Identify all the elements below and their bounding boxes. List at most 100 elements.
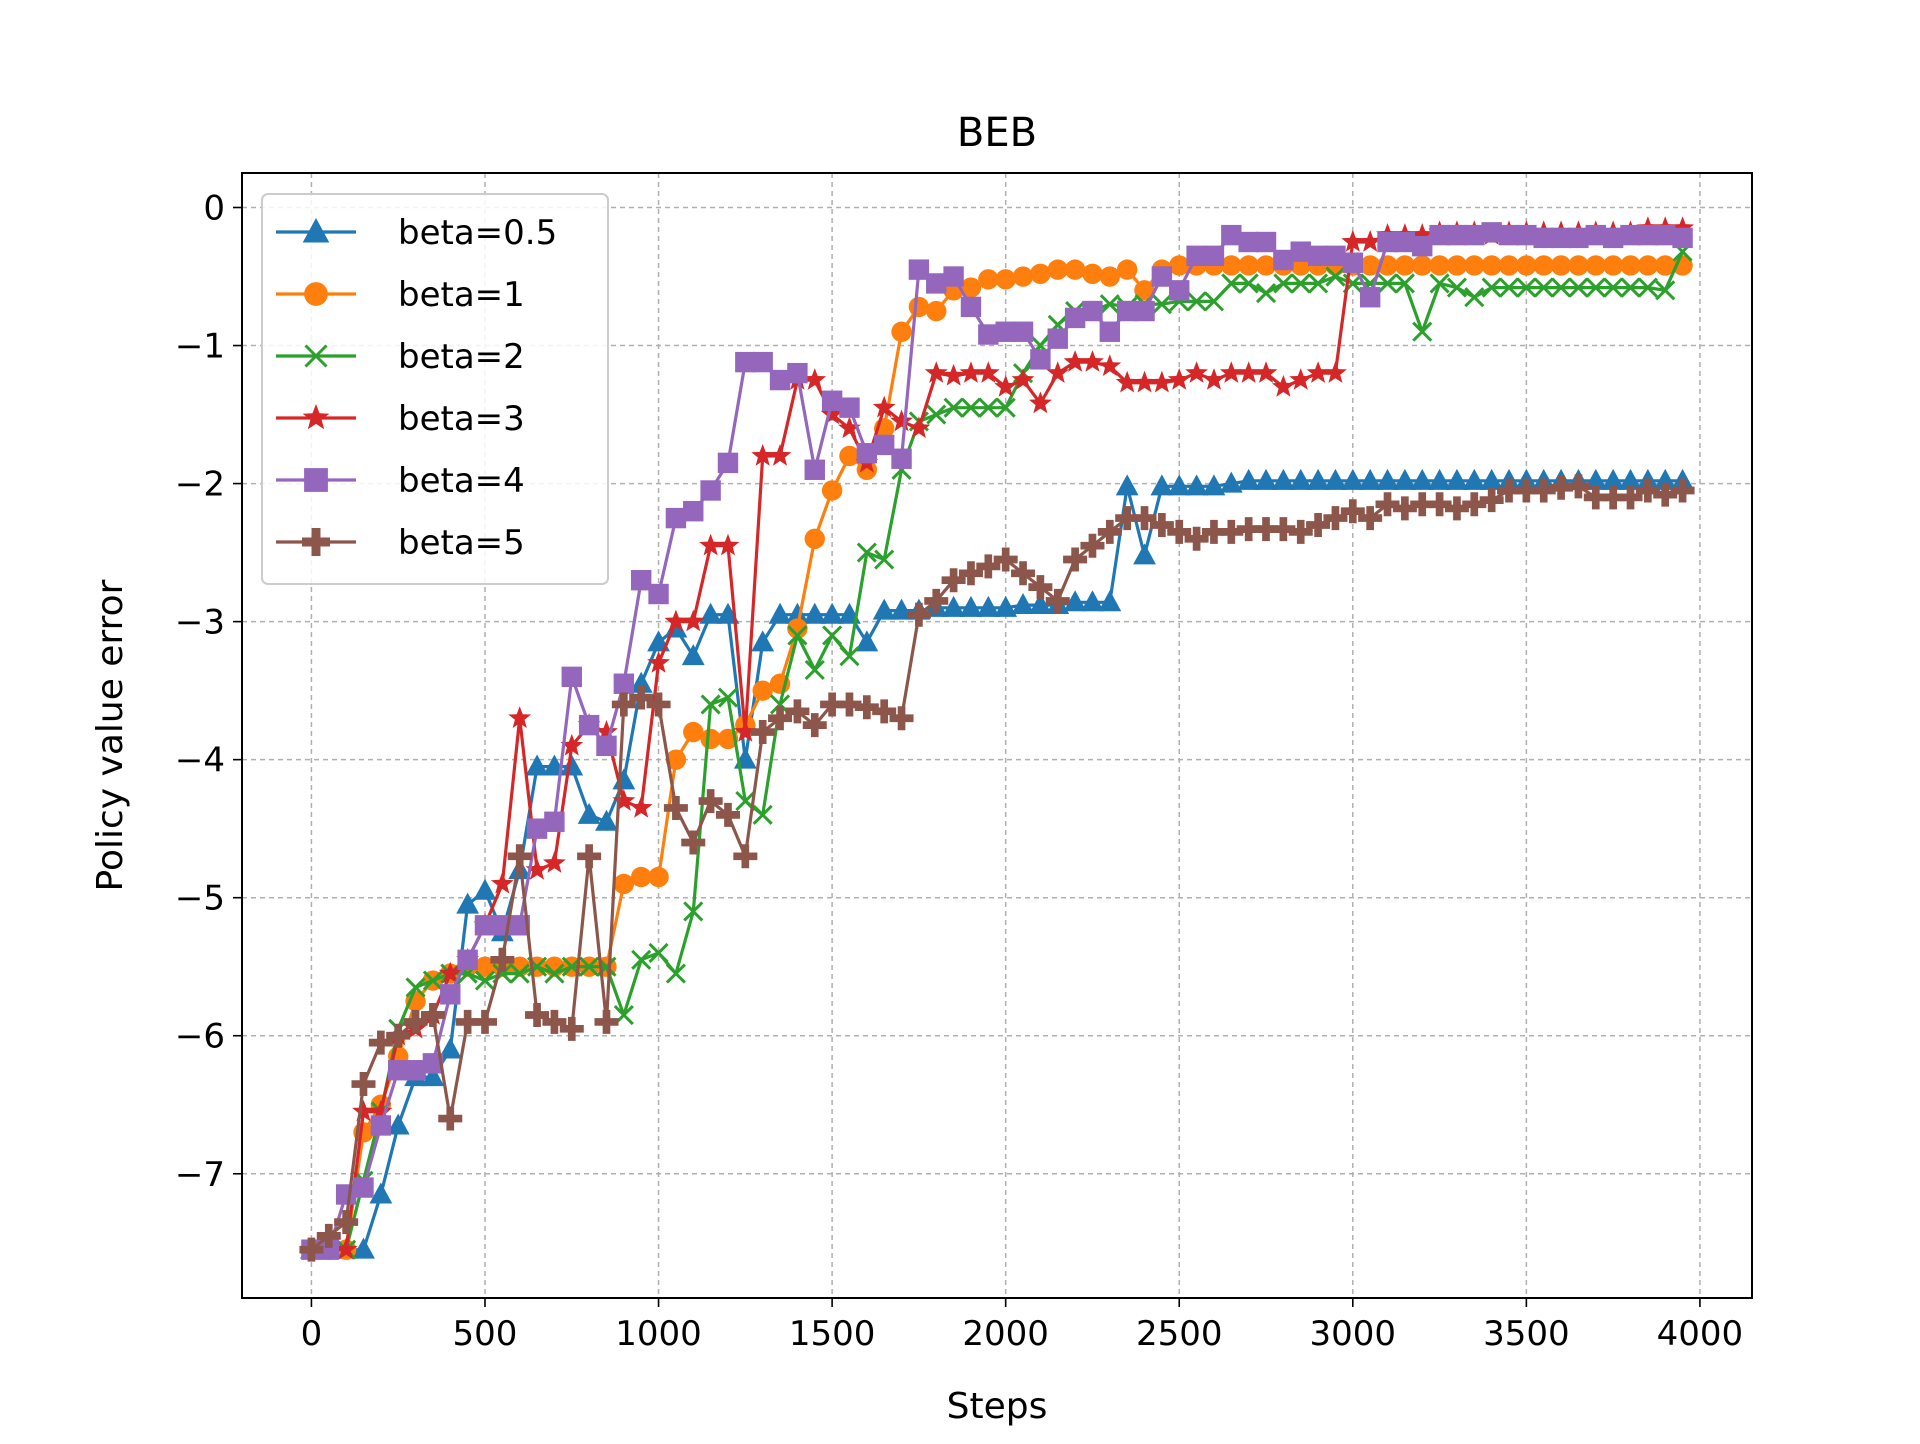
data-point <box>422 1053 444 1074</box>
data-point <box>1306 361 1330 383</box>
data-point <box>1464 287 1485 308</box>
data-point <box>1549 475 1574 500</box>
data-point <box>942 595 966 617</box>
data-point <box>629 796 653 818</box>
data-point <box>1011 593 1035 615</box>
plot-area-frame <box>241 172 1753 1299</box>
data-point <box>611 692 636 717</box>
data-point <box>1167 368 1191 390</box>
data-point <box>924 588 949 613</box>
data-point <box>821 480 843 501</box>
data-point <box>1271 468 1295 490</box>
data-point <box>544 811 565 832</box>
data-point <box>1481 255 1502 276</box>
data-point <box>1618 485 1643 510</box>
data-point <box>874 549 895 570</box>
legend-item: beta=5 <box>276 523 525 563</box>
data-point <box>1064 307 1086 329</box>
data-point <box>579 956 600 977</box>
data-point <box>647 651 670 673</box>
data-point <box>1150 370 1174 393</box>
data-point <box>1514 478 1539 503</box>
data-point <box>508 706 532 728</box>
data-point <box>472 1009 497 1034</box>
data-point <box>1273 249 1294 271</box>
data-point <box>715 802 740 827</box>
data-point <box>926 273 947 294</box>
data-point <box>1030 263 1051 284</box>
data-point <box>1429 224 1450 246</box>
data-point <box>474 956 496 977</box>
data-point <box>1533 227 1554 249</box>
data-point <box>872 395 896 418</box>
data-point <box>1445 468 1469 490</box>
data-point <box>1237 468 1261 490</box>
data-point <box>665 963 686 984</box>
data-point <box>1619 468 1642 490</box>
data-point <box>1185 474 1208 496</box>
data-point <box>960 397 982 418</box>
data-point <box>994 375 1018 397</box>
data-point <box>717 687 739 708</box>
data-point <box>1254 361 1278 383</box>
data-point <box>1099 294 1120 315</box>
data-point <box>1358 468 1382 490</box>
data-point <box>681 609 705 632</box>
data-point <box>855 630 879 652</box>
data-point <box>1099 321 1121 342</box>
data-point <box>629 671 653 693</box>
data-point <box>351 1072 376 1097</box>
data-point <box>1412 255 1433 276</box>
data-point <box>787 625 808 646</box>
data-point <box>1080 533 1105 558</box>
data-point <box>1392 496 1417 521</box>
data-point <box>1533 277 1554 298</box>
data-point <box>924 361 948 383</box>
data-point <box>1410 223 1434 245</box>
data-point <box>716 533 740 556</box>
data-point <box>1375 492 1400 517</box>
data-point <box>1637 255 1659 276</box>
data-point <box>1620 224 1641 246</box>
data-point <box>1099 266 1121 287</box>
data-point <box>1047 259 1068 280</box>
data-point <box>1427 492 1452 517</box>
data-point <box>594 1009 619 1034</box>
data-point <box>302 528 330 556</box>
axis-ticks: 0 500 1000 1500 2000 2500 3000 3500 4000 0 −1 −2 −3 −… <box>175 189 1743 1354</box>
data-point <box>1429 273 1450 294</box>
data-point <box>1601 485 1626 510</box>
data-point <box>1184 526 1209 551</box>
data-point <box>769 369 791 391</box>
data-point <box>509 915 530 936</box>
data-point <box>370 1115 392 1136</box>
data-point <box>1620 277 1641 298</box>
data-point <box>457 949 478 971</box>
data-point <box>1359 287 1381 308</box>
data-point <box>1272 375 1295 397</box>
data-point <box>455 1009 480 1034</box>
data-point <box>768 602 792 624</box>
data-point <box>1028 575 1053 600</box>
data-point <box>665 507 687 529</box>
data-point <box>438 961 462 984</box>
data-point <box>1583 485 1608 510</box>
data-point <box>856 459 878 480</box>
data-point <box>1255 283 1277 304</box>
data-point <box>1671 216 1694 238</box>
data-point <box>544 963 565 984</box>
data-point <box>1653 482 1678 507</box>
data-point <box>1098 590 1122 612</box>
data-point <box>1358 506 1383 531</box>
data-point <box>700 694 721 715</box>
data-point <box>804 659 825 680</box>
data-point <box>1149 512 1174 537</box>
data-point <box>1410 468 1434 490</box>
data-point <box>1479 488 1504 513</box>
data-point <box>1602 227 1624 249</box>
data-point <box>1186 291 1207 312</box>
data-point <box>1340 499 1365 524</box>
data-point <box>995 269 1016 290</box>
data-point <box>646 692 671 717</box>
